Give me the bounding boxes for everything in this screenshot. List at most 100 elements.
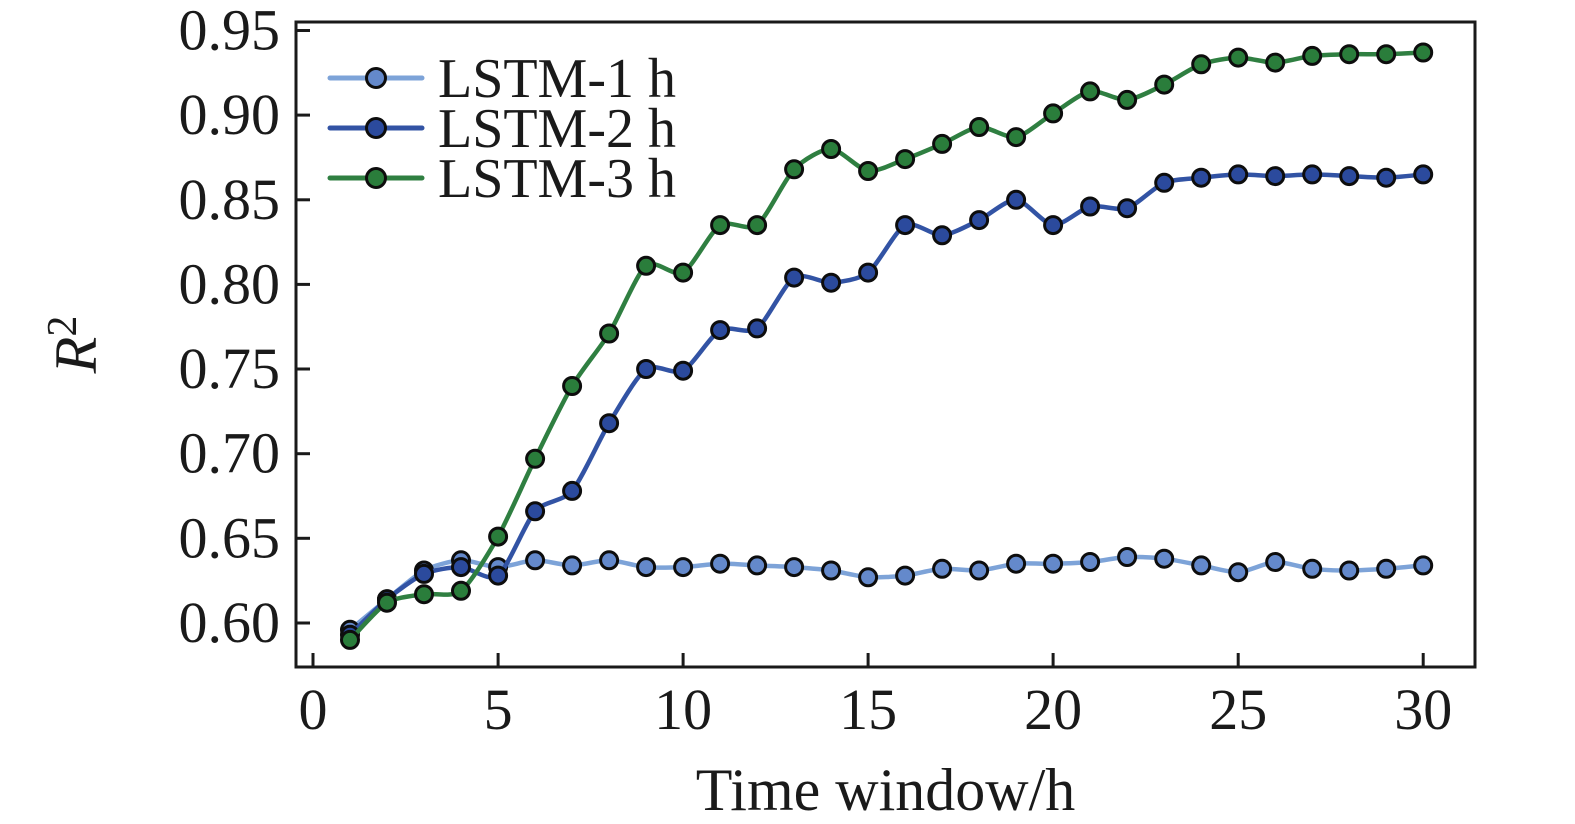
- data-point-marker: [673, 262, 694, 283]
- data-point-marker: [1043, 215, 1064, 236]
- data-point-marker: [1413, 164, 1434, 185]
- data-point-marker: [599, 413, 620, 434]
- data-point-marker: [784, 267, 805, 288]
- x-tick-label: 15: [839, 677, 897, 742]
- data-point-marker: [488, 565, 509, 586]
- data-point-marker: [1117, 89, 1138, 110]
- data-point-marker: [969, 560, 990, 581]
- data-point-marker: [1191, 167, 1212, 188]
- data-point-marker: [636, 557, 657, 578]
- data-point-marker: [562, 555, 583, 576]
- data-point-marker: [932, 225, 953, 246]
- data-point-marker: [525, 550, 546, 571]
- legend-label: LSTM-2 h: [438, 98, 676, 160]
- data-point-marker: [710, 320, 731, 341]
- data-point-marker: [1265, 166, 1286, 187]
- series-lstm-3-h: [340, 42, 1434, 650]
- data-point-marker: [599, 323, 620, 344]
- data-point-marker: [377, 592, 397, 613]
- legend-label: LSTM-1 h: [438, 48, 676, 110]
- data-point-marker: [1006, 127, 1027, 148]
- data-point-marker: [858, 567, 879, 588]
- x-axis-title: Time window/h: [696, 757, 1076, 823]
- data-point-marker: [451, 557, 471, 578]
- data-point-marker: [340, 629, 360, 650]
- data-point-marker: [1265, 552, 1286, 572]
- data-point-marker: [1376, 167, 1397, 188]
- series-lstm-2-h: [340, 164, 1434, 645]
- data-point-marker: [784, 557, 805, 578]
- data-point-marker: [747, 318, 768, 339]
- data-point-marker: [1302, 558, 1323, 579]
- legend-marker: [365, 67, 387, 89]
- data-point-marker: [673, 360, 694, 381]
- data-point-marker: [1117, 198, 1138, 219]
- legend-marker: [365, 167, 387, 189]
- data-point-marker: [858, 262, 879, 283]
- data-point-marker: [932, 558, 953, 579]
- data-point-marker: [1191, 54, 1212, 75]
- y-tick-label: 0.80: [179, 251, 281, 316]
- legend-entry: LSTM-2 h: [327, 98, 676, 160]
- data-point-marker: [1043, 103, 1064, 124]
- data-point-marker: [895, 215, 916, 236]
- data-point-marker: [1154, 74, 1175, 95]
- legend-marker: [365, 117, 387, 139]
- legend-entry: LSTM-1 h: [327, 48, 676, 110]
- data-point-marker: [821, 560, 842, 581]
- data-point-marker: [1043, 553, 1064, 574]
- y-tick-label: 0.70: [179, 421, 281, 486]
- data-point-marker: [1228, 562, 1249, 583]
- series-line: [347, 554, 1426, 633]
- data-point-marker: [1228, 164, 1249, 185]
- data-point-marker: [710, 553, 731, 574]
- data-point-marker: [895, 565, 916, 586]
- legend-label: LSTM-3 h: [438, 148, 676, 210]
- data-point-marker: [858, 161, 879, 181]
- data-point-marker: [1413, 555, 1434, 576]
- x-tick-label: 30: [1394, 677, 1452, 742]
- data-point-marker: [821, 272, 842, 293]
- y-tick-label: 0.85: [179, 167, 281, 232]
- data-point-marker: [1265, 52, 1286, 73]
- data-point-marker: [747, 215, 768, 236]
- data-point-marker: [1302, 164, 1323, 185]
- x-tick-label: 0: [299, 677, 328, 742]
- data-point-marker: [821, 139, 842, 159]
- data-point-marker: [562, 480, 583, 501]
- data-point-marker: [1376, 558, 1397, 579]
- data-point-marker: [1302, 45, 1323, 66]
- data-point-marker: [1339, 166, 1360, 187]
- data-point-marker: [895, 149, 916, 170]
- x-tick-label: 10: [654, 677, 712, 742]
- data-point-marker: [451, 580, 471, 601]
- data-point-marker: [747, 555, 768, 576]
- y-tick-label: 0.60: [179, 590, 281, 655]
- data-point-marker: [562, 376, 583, 396]
- data-point-marker: [1228, 47, 1249, 68]
- data-point-marker: [414, 584, 434, 605]
- data-point-marker: [1191, 555, 1212, 576]
- data-point-marker: [1006, 553, 1027, 574]
- plot-frame: [294, 20, 1477, 669]
- x-tick-label: 5: [484, 677, 513, 742]
- data-point-marker: [1154, 548, 1175, 569]
- data-point-marker: [1080, 81, 1101, 102]
- data-point-marker: [969, 210, 990, 231]
- data-point-marker: [1006, 189, 1027, 210]
- data-point-marker: [636, 255, 657, 276]
- data-point-marker: [1339, 560, 1360, 581]
- data-point-marker: [414, 563, 434, 584]
- y-tick-label: 0.95: [179, 0, 281, 63]
- data-point-marker: [1339, 44, 1360, 65]
- x-tick-label: 25: [1209, 677, 1267, 742]
- data-point-marker: [599, 550, 620, 571]
- data-point-marker: [1376, 44, 1397, 65]
- data-point-marker: [710, 215, 731, 236]
- data-point-marker: [673, 557, 694, 578]
- y-tick-label: 0.90: [179, 82, 281, 147]
- data-point-marker: [969, 117, 990, 137]
- data-point-marker: [1413, 42, 1434, 63]
